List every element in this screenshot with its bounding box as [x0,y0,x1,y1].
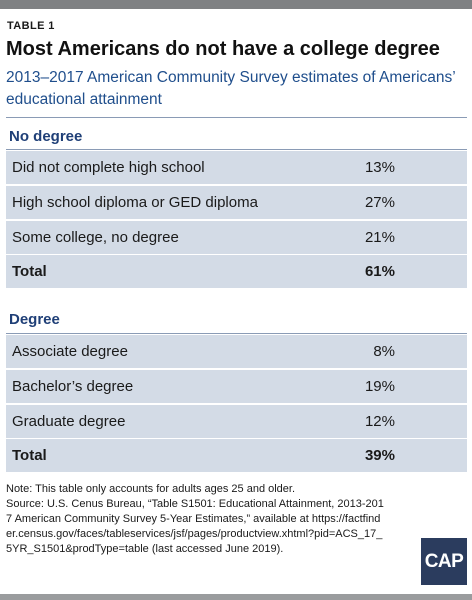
row-value: 13% [364,159,395,176]
row-value: 61% [364,263,395,280]
header-divider [6,117,467,118]
row-label: Total [12,263,47,280]
footnote: Note: This table only accounts for adult… [6,482,386,557]
table-row-total: Total 61% [6,255,467,288]
row-value: 8% [373,343,395,360]
row-value: 39% [364,447,395,464]
section-divider [6,149,467,150]
row-label: Bachelor’s degree [12,378,134,395]
row-value: 27% [364,194,395,211]
row-value: 12% [364,413,395,430]
table-row: Did not complete high school 13% [6,151,467,184]
row-label: Graduate degree [12,413,126,430]
note-text: Note: This table only accounts for adult… [6,483,296,495]
row-label: Some college, no degree [12,229,179,246]
section-heading-degree: Degree [9,311,60,328]
table-row: High school diploma or GED diploma 27% [6,186,467,219]
section-heading-no-degree: No degree [9,128,83,145]
row-value: 21% [364,229,395,246]
source-text: Source: U.S. Cenus Bureau, “Table S1501:… [6,498,384,555]
top-rule [0,0,472,9]
row-label: High school diploma or GED diploma [12,194,258,211]
table-row: Bachelor’s degree 19% [6,370,467,403]
table-subtitle: 2013–2017 American Community Survey esti… [6,69,456,108]
table-row: Some college, no degree 21% [6,221,467,254]
row-value: 19% [364,378,395,395]
table-title: Most Americans do not have a college deg… [6,38,440,60]
row-label: Total [12,447,47,464]
table-row-total: Total 39% [6,439,467,472]
row-label: Did not complete high school [12,159,205,176]
section-divider [6,333,467,334]
bottom-rule [0,594,472,600]
cap-logo: CAP [421,538,467,585]
table-row: Graduate degree 12% [6,405,467,438]
table-label: TABLE 1 [7,20,55,32]
table-row: Associate degree 8% [6,335,467,368]
row-label: Associate degree [12,343,128,360]
